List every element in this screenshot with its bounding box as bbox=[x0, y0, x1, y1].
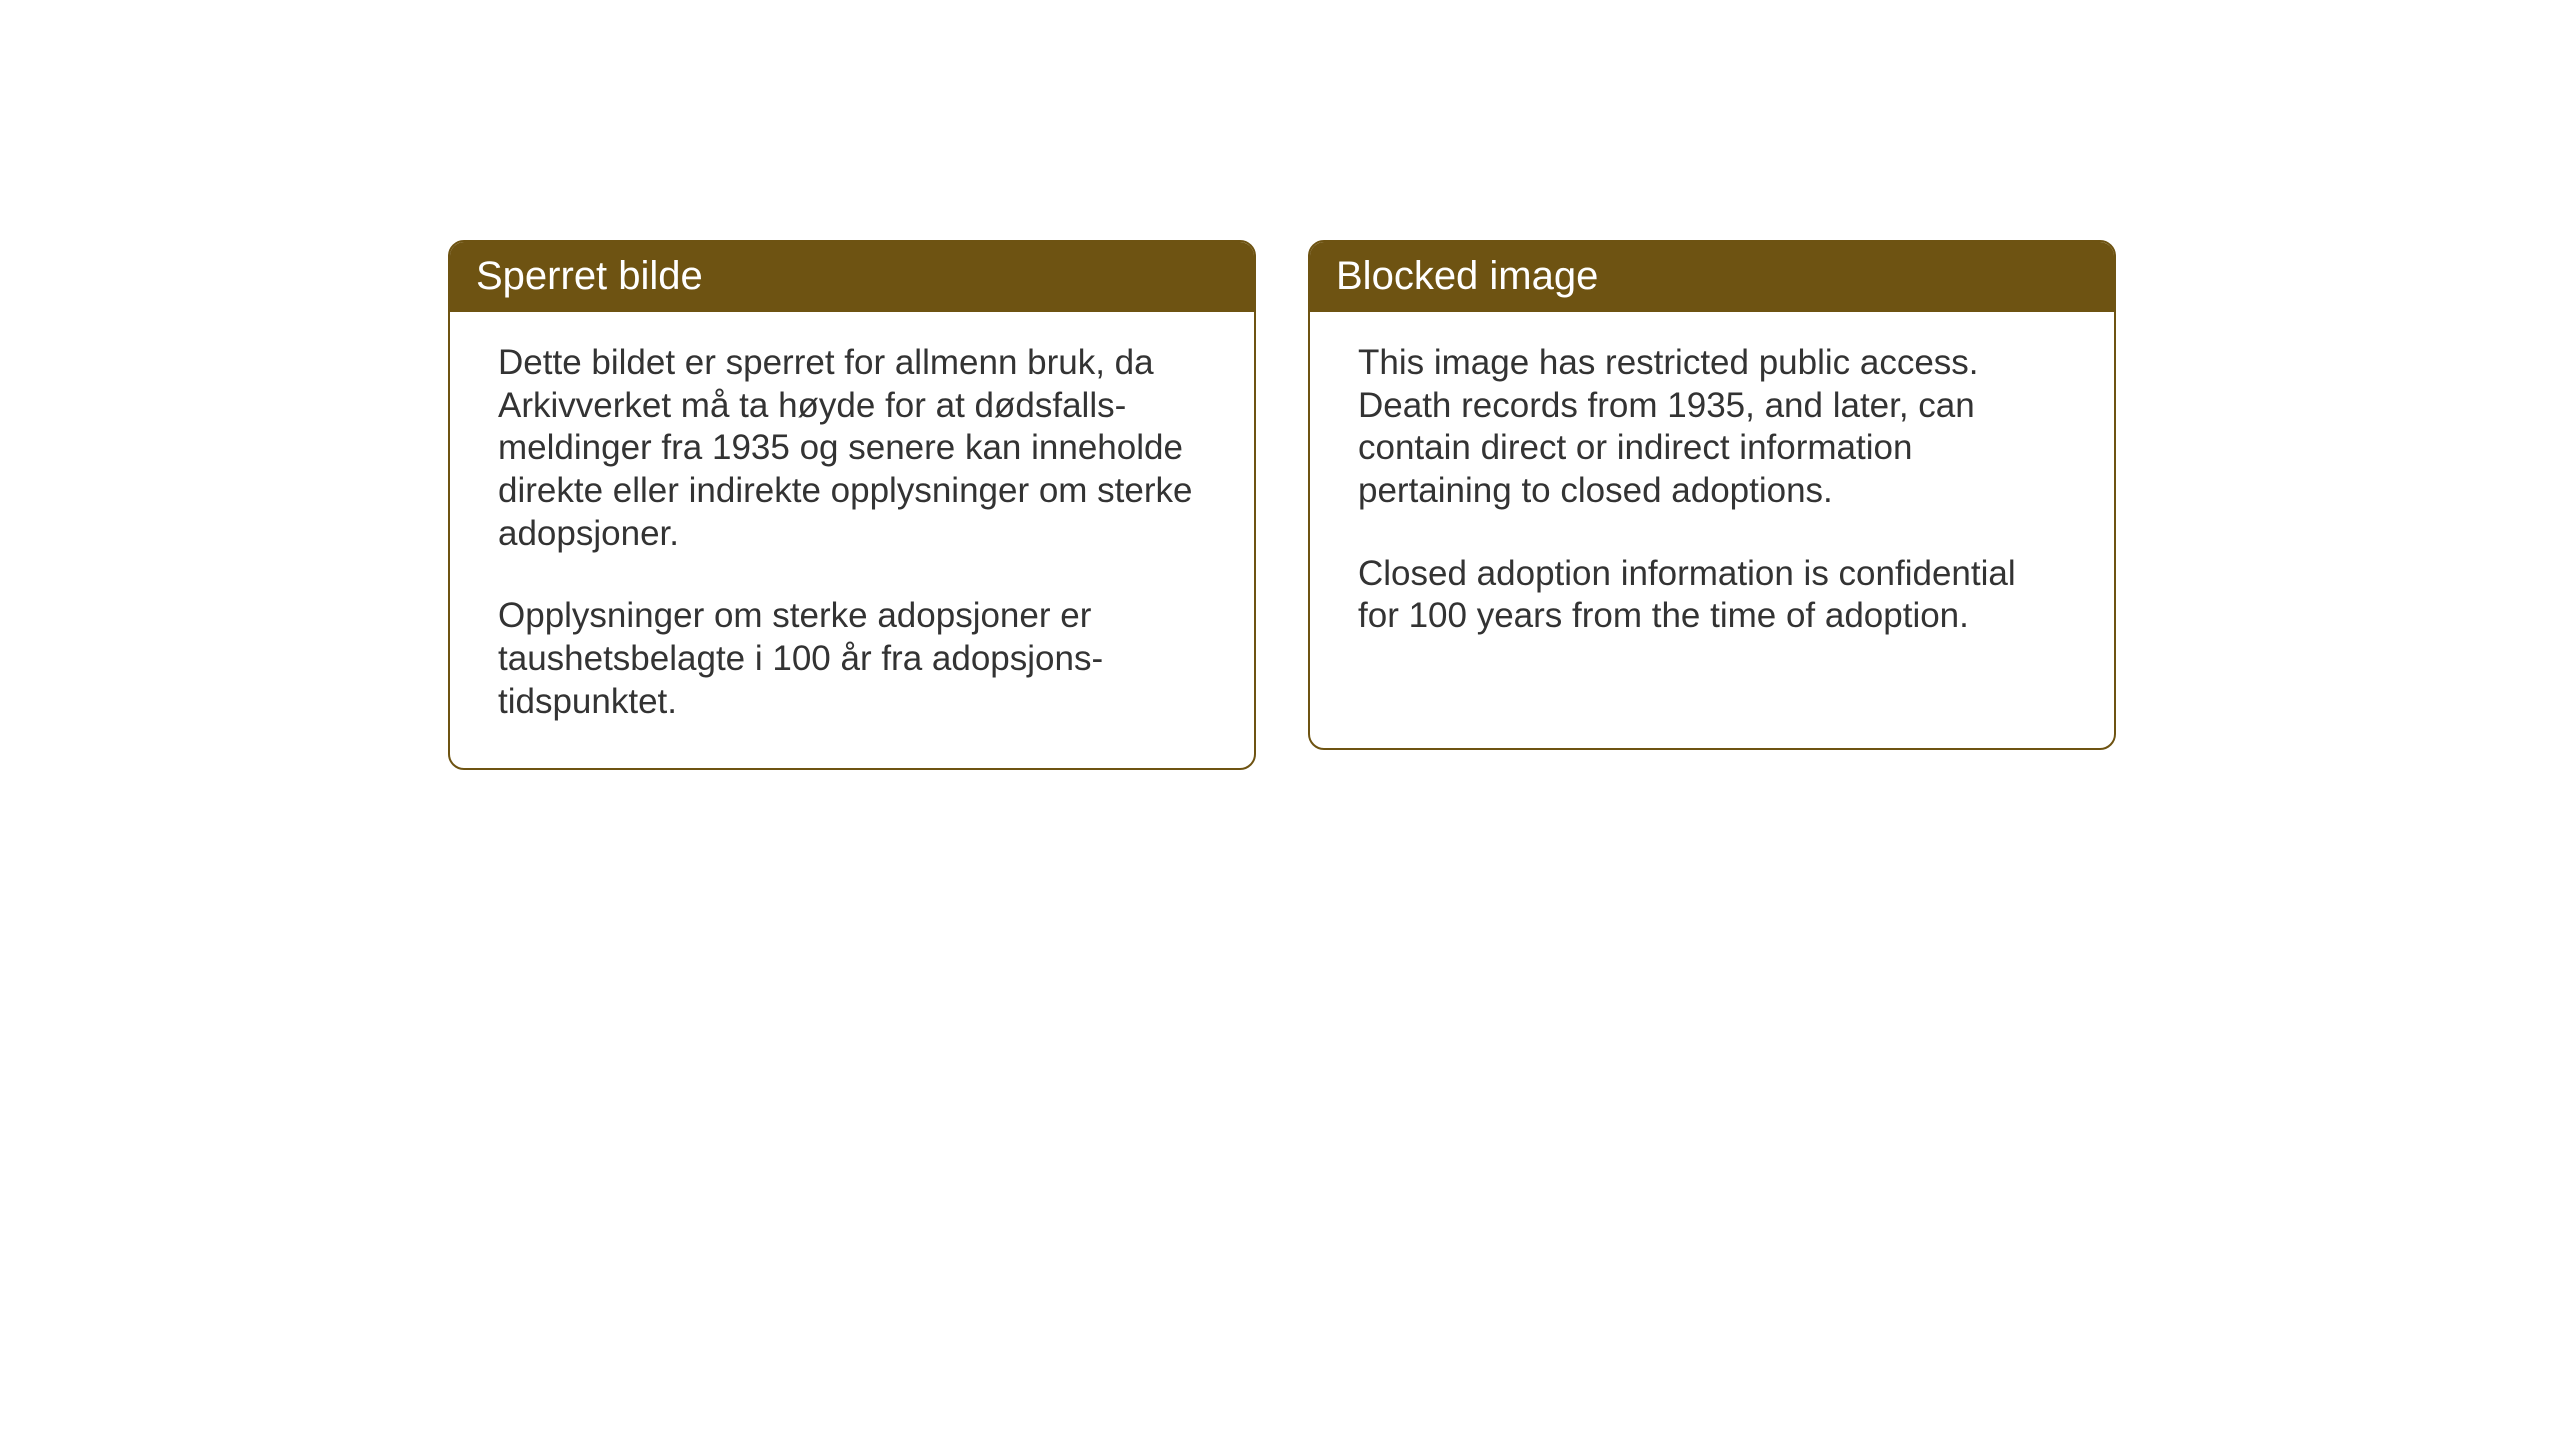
notice-paragraph: Closed adoption information is confident… bbox=[1358, 553, 2066, 638]
notice-header-english: Blocked image bbox=[1310, 242, 2114, 312]
notice-box-english: Blocked image This image has restricted … bbox=[1308, 240, 2116, 750]
notices-container: Sperret bilde Dette bildet er sperret fo… bbox=[0, 0, 2560, 770]
notice-paragraph: Dette bildet er sperret for allmenn bruk… bbox=[498, 342, 1206, 555]
notice-body-norwegian: Dette bildet er sperret for allmenn bruk… bbox=[450, 312, 1254, 768]
notice-box-norwegian: Sperret bilde Dette bildet er sperret fo… bbox=[448, 240, 1256, 770]
notice-paragraph: This image has restricted public access.… bbox=[1358, 342, 2066, 513]
notice-header-norwegian: Sperret bilde bbox=[450, 242, 1254, 312]
notice-paragraph: Opplysninger om sterke adopsjoner er tau… bbox=[498, 595, 1206, 723]
notice-body-english: This image has restricted public access.… bbox=[1310, 312, 2114, 682]
